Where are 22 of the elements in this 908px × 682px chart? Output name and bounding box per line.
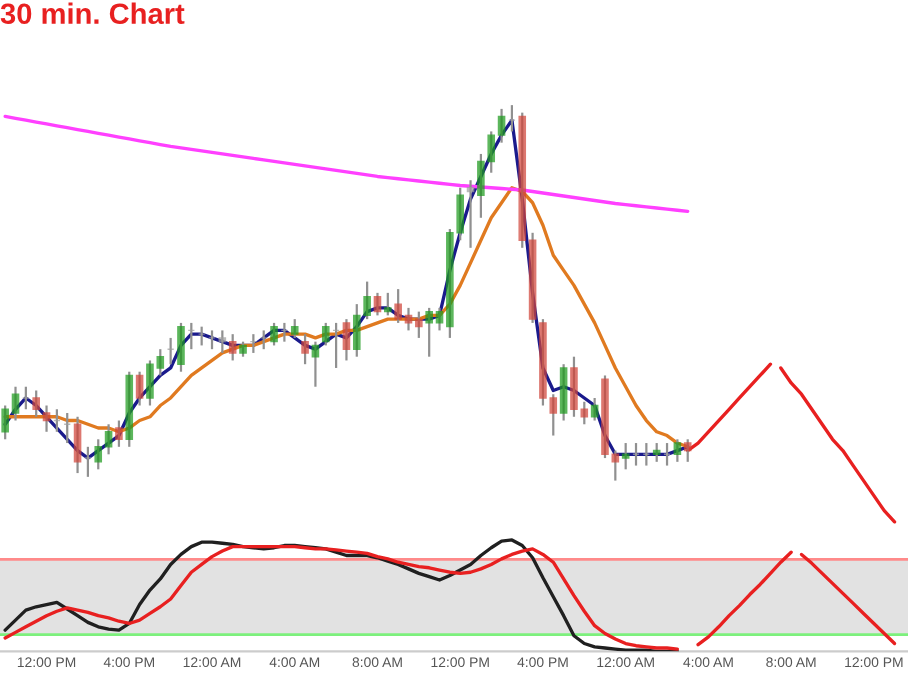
candlestick [321,321,330,347]
candlestick [559,363,568,422]
candlestick [135,370,144,407]
candlestick [673,438,682,463]
candlestick [32,389,40,418]
candlestick [384,291,392,317]
candlestick [373,291,382,317]
candlestick [342,318,351,362]
candlestick [218,329,227,355]
candlestick [301,333,309,366]
candlestick [115,419,123,448]
candlestick [290,318,299,340]
candlestick [228,333,237,362]
candlestick [73,415,82,475]
candlestick [177,321,185,373]
candlestick [683,438,692,463]
candlestick [652,441,661,463]
candlestick [42,404,51,433]
candlestick [621,441,630,471]
chart-title: 30 min. Chart [0,2,185,25]
candlestick [270,321,278,347]
candlestick [466,179,475,249]
